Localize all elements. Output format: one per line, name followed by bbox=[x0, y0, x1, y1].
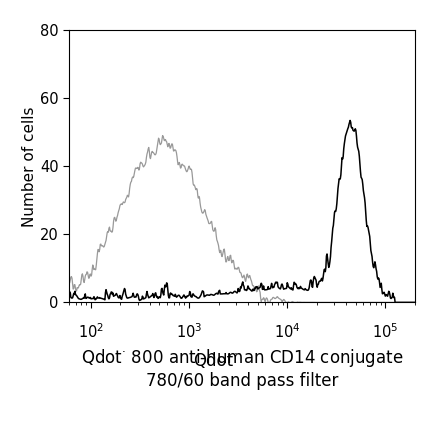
Text: 10$^4$: 10$^4$ bbox=[274, 322, 300, 341]
Text: 10$^3$: 10$^3$ bbox=[176, 322, 202, 341]
Text: ·: · bbox=[233, 348, 237, 361]
Text: 10$^2$: 10$^2$ bbox=[78, 322, 104, 341]
Text: Qdot$^{·}$ 800 anti-human CD14 conjugate: Qdot$^{·}$ 800 anti-human CD14 conjugate bbox=[81, 347, 403, 369]
Y-axis label: Number of cells: Number of cells bbox=[22, 106, 37, 226]
Text: Qdot: Qdot bbox=[193, 352, 233, 370]
Text: 780/60 band pass filter: 780/60 band pass filter bbox=[146, 372, 338, 390]
Text: 10$^5$: 10$^5$ bbox=[372, 322, 398, 341]
